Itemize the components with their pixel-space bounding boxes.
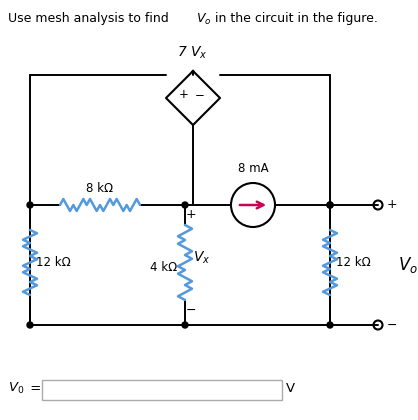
Text: $V_o$: $V_o$ xyxy=(398,255,418,275)
Text: 8 mA: 8 mA xyxy=(238,162,268,175)
Circle shape xyxy=(327,202,333,208)
Text: +: + xyxy=(179,89,189,102)
Text: −: − xyxy=(186,304,196,317)
Text: =: = xyxy=(26,381,41,394)
Text: +: + xyxy=(387,199,398,212)
Circle shape xyxy=(327,322,333,328)
Text: 8 kΩ: 8 kΩ xyxy=(87,183,114,195)
Text: 12 kΩ: 12 kΩ xyxy=(336,256,371,269)
Circle shape xyxy=(27,322,33,328)
Text: $V_x$: $V_x$ xyxy=(193,249,210,266)
Text: 7 $V_x$: 7 $V_x$ xyxy=(177,45,207,61)
Circle shape xyxy=(182,202,188,208)
Text: 4 kΩ: 4 kΩ xyxy=(150,261,177,274)
Text: V: V xyxy=(286,381,295,394)
Text: in the circuit in the figure.: in the circuit in the figure. xyxy=(211,12,378,25)
Text: −: − xyxy=(387,318,398,331)
Text: Use mesh analysis to find: Use mesh analysis to find xyxy=(8,12,173,25)
Text: $V_0$: $V_0$ xyxy=(8,381,24,396)
Text: +: + xyxy=(186,208,196,221)
Bar xyxy=(42,380,282,400)
Text: $V_o$: $V_o$ xyxy=(196,12,212,27)
Text: −: − xyxy=(195,89,205,102)
Circle shape xyxy=(27,202,33,208)
Circle shape xyxy=(327,202,333,208)
Text: 12 kΩ: 12 kΩ xyxy=(36,256,71,269)
Circle shape xyxy=(182,322,188,328)
